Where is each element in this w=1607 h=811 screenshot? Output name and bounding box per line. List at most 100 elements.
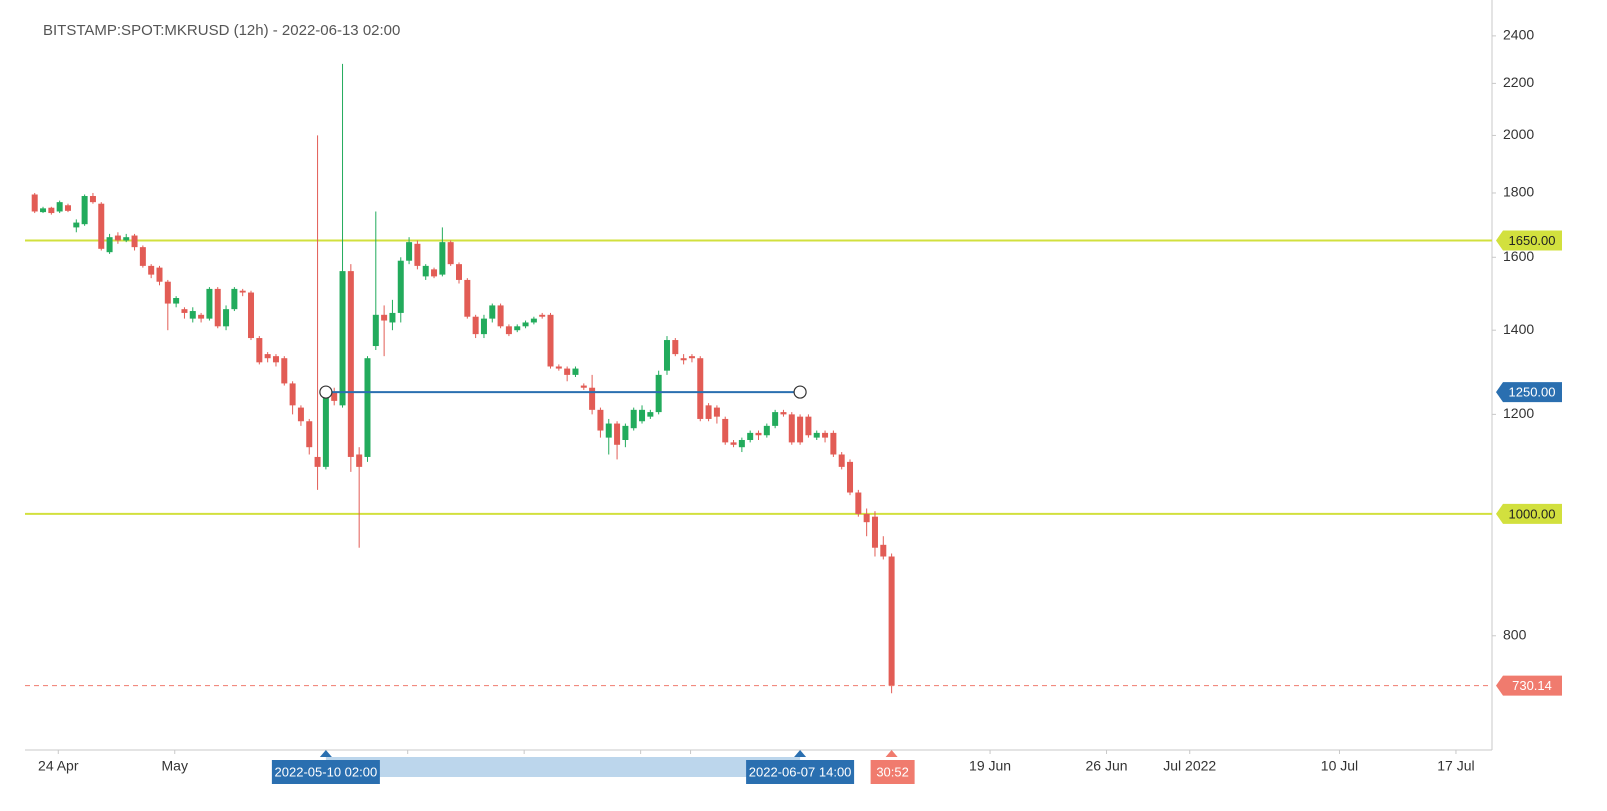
candle-body [780, 412, 787, 415]
candle-body [830, 432, 837, 455]
candle-body [422, 265, 429, 277]
candle-body [772, 412, 779, 426]
candle-body [106, 237, 113, 253]
candle-body [189, 311, 196, 319]
candle-body [822, 432, 829, 438]
candle-body [855, 492, 862, 514]
candle-body [214, 288, 221, 327]
candle-body [297, 407, 304, 422]
candle-body [414, 243, 421, 266]
candle-body [705, 405, 712, 419]
candle-body [281, 358, 288, 384]
y-tick-label: 2400 [1503, 27, 1534, 43]
candle-body [663, 340, 670, 371]
candle-body [763, 425, 770, 436]
candle-body [472, 316, 479, 335]
candle-body [356, 454, 363, 467]
candle-body [788, 414, 795, 443]
horizontal-line-label: 1650.00 [1509, 233, 1556, 248]
candle-body [630, 409, 637, 429]
candle-body [547, 314, 554, 367]
candle-body [655, 374, 662, 413]
candle-body [722, 418, 729, 443]
segment-marker [794, 750, 807, 757]
candle-body [747, 432, 754, 440]
candle-body [880, 544, 887, 557]
x-tick-label: May [162, 758, 188, 774]
candle-body [813, 432, 820, 438]
candle-body [555, 366, 562, 369]
candle-body [322, 392, 329, 467]
y-tick-label: 1200 [1503, 405, 1534, 421]
candle-body [522, 322, 529, 327]
candle-body [480, 318, 487, 335]
y-tick-label: 1600 [1503, 248, 1534, 264]
y-tick-label: 800 [1503, 626, 1527, 642]
candle-body [580, 385, 587, 388]
candle-body [248, 292, 255, 339]
candle-body [131, 235, 138, 248]
candle-body [530, 318, 537, 323]
segment-label: 1250.00 [1509, 385, 1556, 400]
candle-body [505, 326, 512, 335]
candle-body [397, 260, 404, 313]
candle-body [672, 340, 679, 355]
horizontal-line-label-box [1496, 503, 1562, 524]
segment-date-label: 2022-06-07 14:00 [749, 764, 852, 779]
candle-body [647, 412, 654, 417]
candle-body [805, 416, 812, 436]
candle-body [198, 314, 205, 319]
candle-body [239, 290, 246, 293]
candle-body [272, 356, 279, 363]
candle-body [223, 309, 230, 327]
candle-body [256, 338, 263, 363]
candle-body [639, 409, 646, 422]
countdown-marker [885, 750, 898, 757]
candle-body [589, 387, 596, 410]
candle-body [847, 461, 854, 493]
horizontal-line-label: 1000.00 [1509, 506, 1556, 521]
candle-body [98, 203, 105, 249]
candle-body [406, 242, 413, 261]
countdown-box [870, 760, 915, 784]
chart-title: BITSTAMP:SPOT:MKRUSD (12h) - 2022-06-13 … [43, 22, 400, 39]
candle-body [489, 305, 496, 319]
last-price-label-box [1496, 675, 1562, 696]
candle-body [730, 442, 737, 445]
candle-body [364, 358, 371, 457]
candle-body [447, 242, 454, 265]
candle-body [605, 423, 612, 438]
candle-body [539, 314, 546, 317]
candle-body [123, 237, 130, 241]
x-tick-label: 10 Jul [1321, 758, 1358, 774]
candle-body [89, 196, 96, 203]
candle-body [173, 298, 180, 304]
candle-body [871, 516, 878, 548]
candle-body [572, 368, 579, 375]
candle-body [713, 407, 720, 417]
candle-body [114, 235, 121, 241]
candle-body [48, 207, 55, 214]
candle-body [148, 265, 155, 275]
segment-label-box [1496, 382, 1562, 403]
candle-body [431, 269, 438, 277]
segment-handle [793, 385, 807, 399]
candle-body [64, 205, 71, 211]
y-tick-label: 2000 [1503, 126, 1534, 142]
y-tick-label: 1400 [1503, 321, 1534, 337]
candle-body [888, 556, 895, 686]
candle-body [181, 309, 188, 313]
candle-body [464, 279, 471, 317]
candle-body [755, 432, 762, 436]
candle-body [31, 194, 38, 212]
candle-body [264, 354, 271, 359]
range-band [325, 757, 801, 777]
candle-body [56, 202, 63, 212]
candle-body [688, 356, 695, 359]
countdown: 30:52 [876, 764, 909, 779]
candle-body [614, 423, 621, 445]
candle-body [372, 314, 379, 347]
candle-body [347, 271, 354, 457]
horizontal-line-label-box [1496, 230, 1562, 251]
